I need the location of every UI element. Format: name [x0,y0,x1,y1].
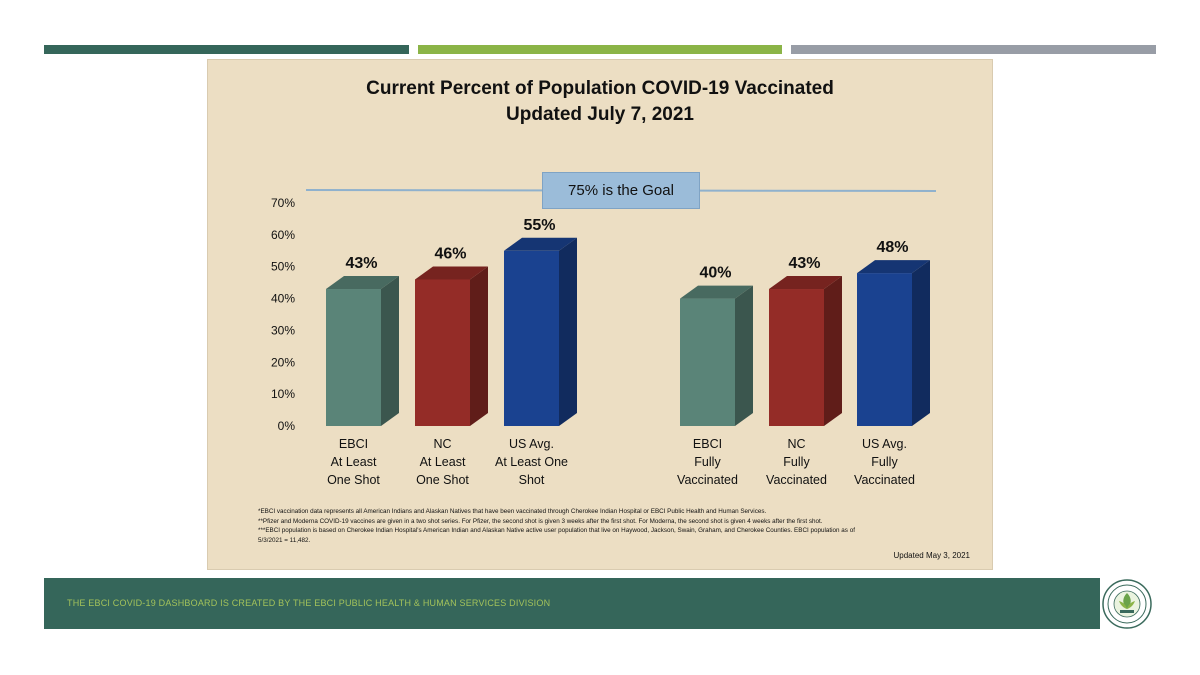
bar-side [735,285,753,426]
bar-top [680,285,753,299]
bar [680,298,735,426]
footnote-2: **Pfizer and Moderna COVID-19 vaccines a… [258,517,823,525]
bar-side [470,266,488,426]
bar-top [326,276,399,290]
footer-text: THE EBCI COVID-19 DASHBOARD IS CREATED B… [67,598,551,608]
chart-title-line-2: Updated July 7, 2021 [506,104,694,125]
data-label: 43% [345,255,377,272]
y-tick-label: 40% [271,292,295,306]
category-label: US Avg. Fully Vaccinated [854,437,915,487]
goal-label: 75% is the Goal [542,172,700,209]
top-accent-bar-lime [418,45,782,54]
bar-side [559,237,577,426]
y-tick-label: 0% [278,419,296,433]
bar-side [912,260,930,426]
updated-note: Updated May 3, 2021 [893,551,971,560]
category-label: NC Fully Vaccinated [766,437,827,487]
footnotes: *EBCI vaccination data represents all Am… [258,507,878,545]
chart-title-line-1: Current Percent of Population COVID-19 V… [366,78,834,99]
bar-top [769,276,842,290]
ebci-seal-logo-icon [1102,579,1152,629]
y-tick-label: 50% [271,260,295,274]
data-label: 40% [699,265,731,282]
top-accent-bar-green [44,45,409,54]
footer-bar: THE EBCI COVID-19 DASHBOARD IS CREATED B… [44,578,1100,629]
y-tick-label: 60% [271,228,295,242]
bar [504,250,559,426]
chart-title: Current Percent of Population COVID-19 V… [208,76,992,128]
chart-panel: 0% 10% 20% 30% 40% 50% 60% 70% 43% 46% 55% 40% 43% 48… [207,59,993,570]
y-tick-label: 70% [271,196,295,210]
y-tick-label: 10% [271,387,295,401]
category-label: EBCI Fully Vaccinated [677,437,738,487]
category-label: EBCI At Least One Shot [327,437,380,487]
data-label: 43% [788,255,820,272]
top-accent-bar-gray [791,45,1156,54]
bar [857,273,912,426]
data-label: 46% [434,245,466,262]
bar-top [857,260,930,274]
bar [415,279,470,426]
bar-side [381,276,399,426]
bar-chart: 0% 10% 20% 30% 40% 50% 60% 70% 43% 46% 55% 40% 43% 48… [271,189,937,433]
bar [326,289,381,426]
bar-top [504,237,577,251]
category-label: NC At Least One Shot [416,437,469,487]
footnote-1: *EBCI vaccination data represents all Am… [258,508,767,515]
category-label: US Avg. At Least One Shot [495,437,568,487]
bar-side [824,276,842,426]
y-tick-label: 30% [271,323,295,337]
data-label: 55% [523,217,555,234]
bar [769,289,824,426]
footnote-3: ***EBCI population is based on Cherokee … [258,527,855,544]
data-label: 48% [876,239,908,256]
bar-top [415,266,488,280]
y-tick-label: 20% [271,355,295,369]
